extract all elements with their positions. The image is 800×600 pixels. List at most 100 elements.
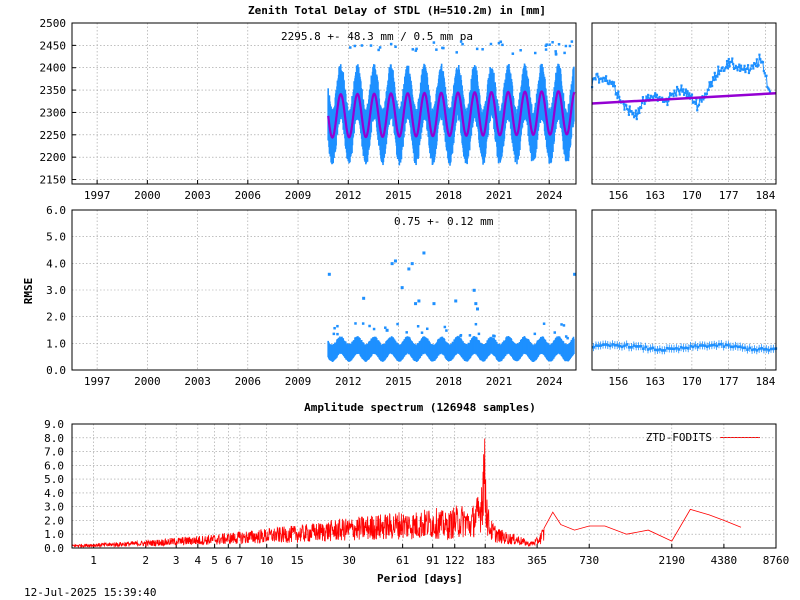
- ztd-zoom-point: [623, 108, 626, 111]
- ztd-data-point: [411, 48, 415, 51]
- rmse-zoom-point: [601, 343, 605, 347]
- rmse-outlier-point: [362, 296, 366, 300]
- ztd-x-tick-label: 2015: [385, 189, 412, 202]
- rmse-zoom-point: [642, 347, 645, 351]
- rmse-zoom-point: [746, 348, 749, 351]
- rmse-zoom-point: [630, 345, 633, 349]
- ztd-data-point: [369, 44, 373, 47]
- rmse-zoom-point: [701, 344, 704, 347]
- rmse-zoom-point: [592, 345, 595, 349]
- ztd-zoom-point: [635, 117, 638, 121]
- rmse-zoom-point: [660, 349, 664, 352]
- rmse-zoom-point: [696, 345, 700, 349]
- spectrum-x-tick-label: 3: [173, 554, 180, 567]
- rmse-zoom-point: [604, 343, 607, 346]
- ztd-zoom-point: [711, 84, 714, 88]
- rmse-zoom-point: [739, 345, 742, 348]
- ztd-chart-title: Zenith Total Delay of STDL (H=510.2m) in…: [248, 4, 546, 17]
- rmse-zoom-point: [637, 345, 640, 348]
- rmse-data-point: [333, 326, 336, 330]
- rmse-x-tick-label: 2018: [435, 375, 462, 388]
- ztd-data-point: [570, 40, 574, 43]
- rmse-zoom-point: [672, 347, 676, 351]
- ztd-x-tick-label: 2009: [285, 189, 312, 202]
- spectrum-plot-frame: [71, 423, 777, 549]
- rmse-zoom-point: [687, 347, 690, 350]
- ztd-zoom-trend-line: [591, 91, 777, 105]
- ztd-zoom-point: [627, 113, 630, 116]
- rmse-y-tick-label: 4.0: [46, 257, 66, 270]
- rmse-y-tick-label: 3.0: [46, 284, 66, 297]
- rmse-zoom-point: [743, 346, 747, 350]
- rmse-data-point: [420, 331, 424, 334]
- ztd-data-point: [455, 51, 458, 54]
- ztd-data-point: [377, 48, 380, 52]
- ztd-data-point: [461, 42, 464, 46]
- rmse-zoom-point: [691, 345, 695, 349]
- rmse-plot-frame: [71, 209, 577, 371]
- ztd-zoom-x-tick-label: 163: [645, 189, 665, 202]
- rmse-outlier-point: [474, 302, 478, 306]
- ztd-data-point: [459, 40, 463, 43]
- ztd-data-point: [564, 44, 568, 48]
- rmse-x-tick-label: 2003: [184, 375, 211, 388]
- rmse-data-point: [361, 322, 365, 325]
- ztd-zoom-line: [591, 54, 771, 120]
- rmse-x-tick-label: 2006: [235, 375, 262, 388]
- rmse-outlier-point: [454, 299, 458, 303]
- spectrum-x-tick-label: 61: [396, 554, 409, 567]
- rmse-zoom-point: [611, 343, 614, 346]
- rmse-zoom-point: [708, 344, 711, 347]
- rmse-zoom-x-tick-label: 163: [645, 375, 665, 388]
- rmse-data-point: [443, 325, 447, 329]
- rmse-zoom-point: [757, 347, 761, 351]
- ztd-data-point: [415, 47, 418, 51]
- rmse-data-point: [368, 324, 371, 328]
- ztd-y-tick-label: 2250: [40, 129, 67, 142]
- rmse-zoom-point: [694, 344, 697, 347]
- ztd-y-tick-label: 2500: [40, 17, 67, 30]
- ztd-x-tick-label: 2006: [235, 189, 262, 202]
- rmse-outlier-point: [422, 251, 426, 255]
- rmse-zoom-point: [646, 348, 650, 351]
- rmse-data-point: [562, 324, 566, 327]
- ztd-data-point: [554, 50, 557, 53]
- spectrum-x-tick-label: 365: [527, 554, 547, 567]
- rmse-zoom-point: [684, 346, 688, 350]
- ztd-zoom-x-tick-label: 170: [682, 189, 702, 202]
- ztd-data-point: [501, 43, 504, 47]
- rmse-zoom-point: [608, 344, 612, 348]
- rmse-data-point: [336, 324, 339, 328]
- rmse-zoom-point: [632, 344, 636, 347]
- ztd-zoom-point: [700, 100, 703, 103]
- rmse-zoom-point: [663, 349, 666, 352]
- rmse-zoom-point: [769, 347, 773, 351]
- rmse-data-point: [553, 331, 557, 334]
- rmse-data-point: [425, 327, 429, 331]
- rmse-zoom-x-tick-label: 184: [756, 375, 776, 388]
- spectrum-y-tick-label: 2.0: [44, 514, 64, 527]
- rmse-data-point: [384, 326, 387, 329]
- spectrum-x-tick-label: 8760: [763, 554, 790, 567]
- ztd-zoom-point: [752, 67, 755, 70]
- rmse-data-point: [372, 327, 376, 331]
- rmse-zoom-point: [729, 345, 733, 349]
- rmse-y-tick-label: 6.0: [46, 204, 66, 217]
- rmse-data-point: [468, 334, 472, 337]
- rmse-zoom-point: [653, 348, 657, 352]
- rmse-y-tick-label: 0.0: [46, 364, 66, 377]
- rmse-zoom-point: [760, 346, 763, 350]
- rmse-zoom-point: [606, 343, 610, 347]
- rmse-zoom-frame: [591, 209, 777, 371]
- rmse-data-point: [493, 334, 496, 338]
- rmse-zoom-point: [644, 345, 648, 349]
- spectrum-y-tick-label: 8.0: [44, 432, 64, 445]
- ztd-data-point: [545, 43, 548, 46]
- rmse-outlier-point: [432, 302, 436, 306]
- ztd-data-point: [481, 48, 484, 51]
- ztd-annotation: 2295.8 +- 48.3 mm / 0.5 mm pa: [281, 30, 473, 43]
- rmse-zoom-point: [634, 345, 638, 348]
- rmse-outlier-point: [400, 286, 404, 290]
- rmse-zoom-x-tick-label: 177: [719, 375, 739, 388]
- rmse-zoom-point: [594, 344, 598, 347]
